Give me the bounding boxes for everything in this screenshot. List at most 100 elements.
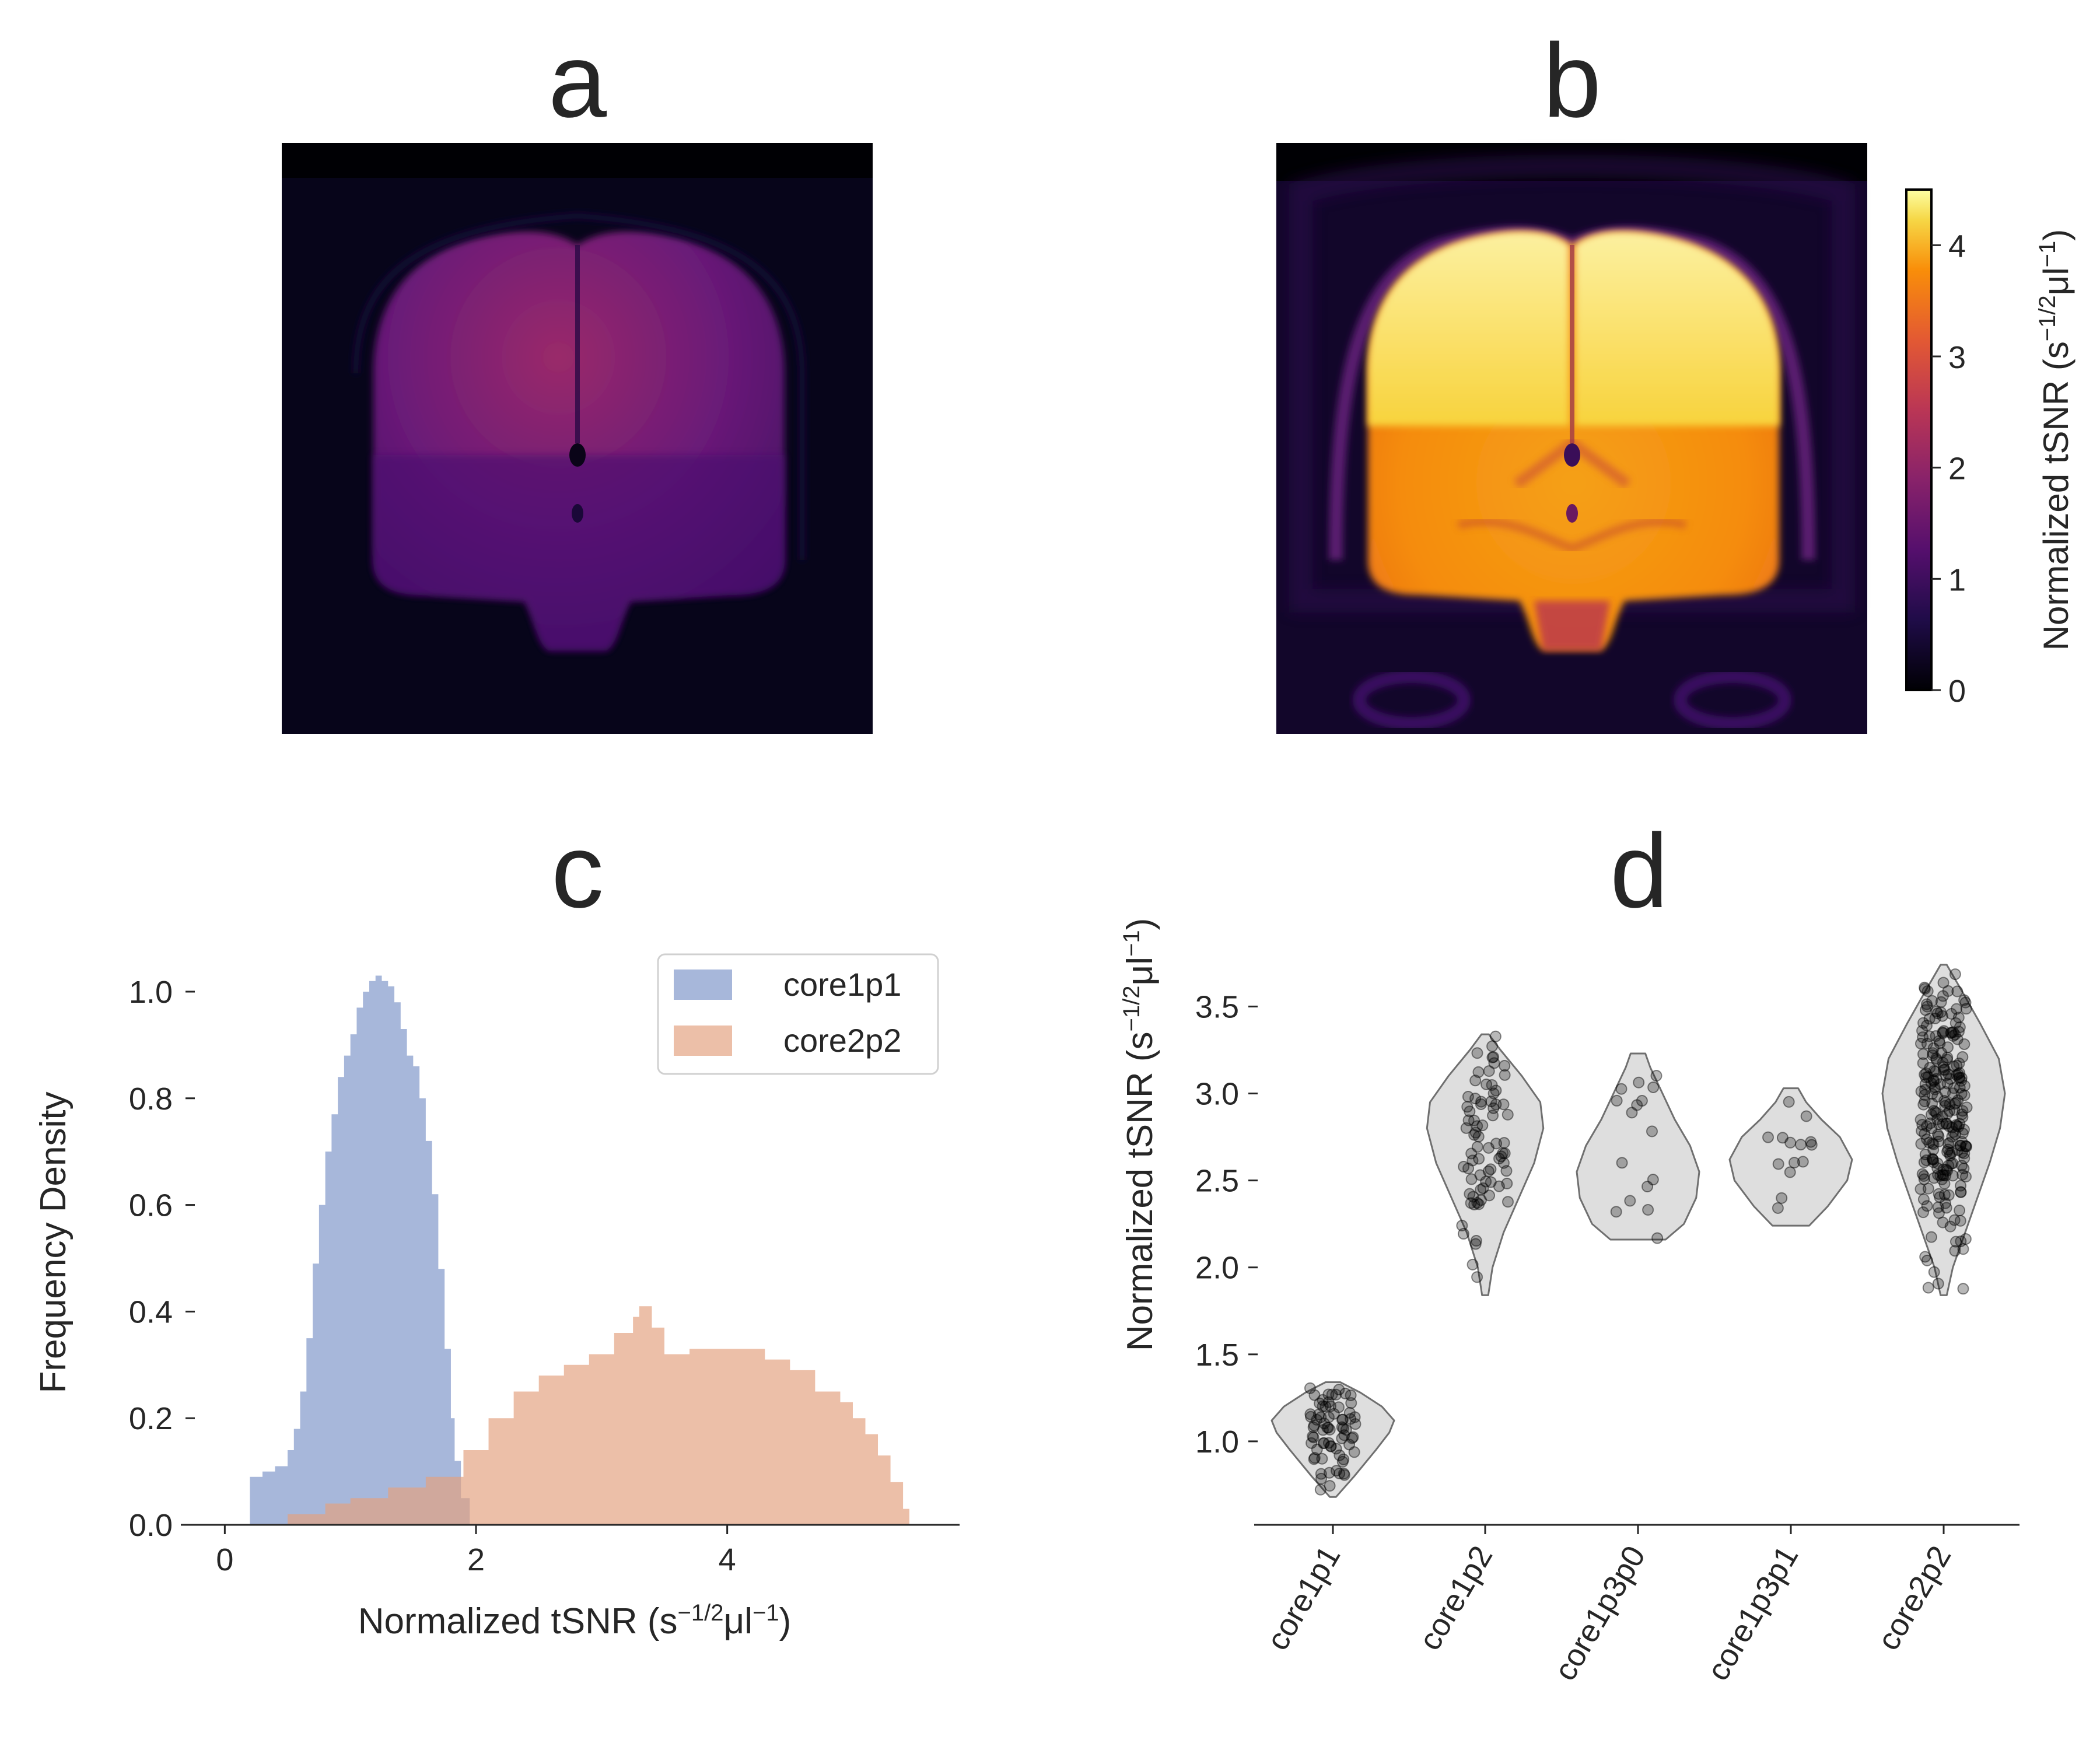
- strip-point-core1p2: [1462, 1114, 1475, 1126]
- strip-point-core1p3p0: [1642, 1181, 1654, 1193]
- strip-point-core1p1: [1346, 1432, 1358, 1444]
- strip-point-core1p2: [1464, 1105, 1476, 1118]
- strip-point-core2p2: [1947, 1026, 1959, 1038]
- strip-point-core2p2: [1951, 1120, 1963, 1132]
- strip-point-core2p2: [1948, 1082, 1960, 1094]
- strip-point-core2p2: [1936, 1046, 1948, 1059]
- strip-point-core2p2: [1922, 1282, 1934, 1294]
- strip-point-core2p2: [1934, 1078, 1947, 1090]
- strip-point-core2p2: [1915, 1183, 1927, 1195]
- strip-point-core1p2: [1475, 1194, 1487, 1206]
- d-x-tick-label: core1p3p1: [1700, 1540, 1805, 1686]
- strip-point-core1p2: [1490, 1138, 1503, 1150]
- strip-point-core1p1: [1347, 1431, 1359, 1443]
- colorbar-tick-label: 3: [1948, 340, 1966, 375]
- strip-point-core2p2: [1944, 1105, 1956, 1117]
- violins-group: [1270, 964, 2006, 1498]
- strip-point-core2p2: [1919, 1004, 1931, 1016]
- strip-point-core2p2: [1955, 1186, 1967, 1198]
- strip-point-core2p2: [1944, 1149, 1957, 1161]
- d-y-tick-label: 3.0: [1195, 1077, 1239, 1112]
- strip-point-core2p2: [1926, 1137, 1938, 1149]
- c-y-tick-label: 0.8: [129, 1082, 173, 1116]
- strip-point-core1p1: [1325, 1440, 1337, 1452]
- strip-point-core1p1: [1318, 1437, 1330, 1449]
- strip-point-core2p2: [1927, 1154, 1939, 1166]
- strip-point-core2p2: [1931, 1157, 1944, 1170]
- strip-point-core2p2: [1933, 1135, 1945, 1147]
- strip-point-core2p2: [1932, 1128, 1944, 1140]
- strip-point-core1p2: [1462, 1091, 1474, 1103]
- strip-point-core2p2: [1939, 1100, 1951, 1112]
- violin-core2p2: [1881, 964, 2006, 1296]
- strip-point-core2p2: [1958, 1163, 1970, 1175]
- strip-point-core1p2: [1482, 1142, 1494, 1154]
- strip-point-core1p2: [1475, 1096, 1488, 1108]
- strip-point-core2p2: [1938, 1063, 1951, 1076]
- strip-point-core2p2: [1952, 1144, 1964, 1156]
- d-x-tick-label: core1p3p0: [1548, 1540, 1653, 1686]
- strip-point-core2p2: [1932, 1201, 1944, 1213]
- strip-point-core2p2: [1915, 1037, 1927, 1049]
- strip-point-core2p2: [1923, 1030, 1936, 1042]
- histogram-chart-c: 0 2 4 0.0 0.2 0.4 0.6 0.8 1.0 Normalized tSNR (…: [33, 953, 960, 1642]
- strip-point-core2p2: [1917, 1048, 1929, 1060]
- brain-image-a: [282, 143, 873, 734]
- strip-point-core2p2: [1925, 1108, 1937, 1121]
- d-y-tick-label: 3.5: [1195, 989, 1239, 1024]
- strip-point-core1p3p0: [1615, 1083, 1628, 1095]
- strip-point-core2p2: [1917, 1017, 1930, 1029]
- strip-point-core1p2: [1476, 1119, 1489, 1132]
- d-y-tick-label: 2.0: [1195, 1251, 1239, 1286]
- strip-point-core1p1: [1339, 1387, 1352, 1399]
- strip-point-core2p2: [1956, 1160, 1968, 1172]
- strip-point-core2p2: [1934, 1191, 1946, 1203]
- strip-point-core2p2: [1926, 995, 1938, 1007]
- strip-point-core2p2: [1924, 1117, 1937, 1129]
- strip-point-core2p2: [1917, 1057, 1929, 1069]
- strip-point-core1p2: [1468, 1129, 1480, 1141]
- strip-point-core2p2: [1938, 1095, 1951, 1107]
- strip-point-core2p2: [1916, 1168, 1929, 1180]
- strip-point-core2p2: [1941, 1054, 1953, 1066]
- strip-point-core2p2: [1928, 1075, 1940, 1087]
- colorbar: 0 1 2 3 4 Normalized tSNR (s−1/2μl−1): [1905, 188, 2076, 709]
- strip-point-core2p2: [1930, 1030, 1942, 1042]
- strip-point-core2p2: [1917, 1206, 1929, 1219]
- strip-point-core2p2: [1945, 1146, 1958, 1158]
- strip-point-core1p3p1: [1762, 1131, 1774, 1143]
- strip-point-core2p2: [1948, 1104, 1961, 1116]
- strip-point-core2p2: [1949, 968, 1961, 981]
- strip-point-core2p2: [1949, 1028, 1961, 1041]
- strip-point-core1p1: [1343, 1438, 1356, 1451]
- strip-point-core1p2: [1468, 1114, 1480, 1126]
- strip-point-core2p2: [1933, 1035, 1945, 1047]
- strip-point-core1p1: [1325, 1400, 1337, 1412]
- strip-point-core1p1: [1332, 1401, 1345, 1413]
- legend-label-core2p2: core2p2: [783, 1022, 901, 1059]
- strip-point-core2p2: [1937, 1169, 1950, 1181]
- strip-point-core1p1: [1348, 1446, 1360, 1458]
- strip-point-core2p2: [1926, 1122, 1938, 1135]
- strip-point-core1p2: [1462, 1162, 1475, 1174]
- strip-point-core2p2: [1930, 1107, 1943, 1119]
- strip-point-core1p3p0: [1647, 1081, 1660, 1093]
- strip-point-core1p3p1: [1794, 1139, 1807, 1151]
- strip-point-core1p1: [1307, 1421, 1320, 1433]
- strip-point-core1p1: [1318, 1418, 1331, 1430]
- strip-point-core2p2: [1921, 1020, 1933, 1032]
- strip-point-core2p2: [1920, 1072, 1932, 1084]
- strip-point-core1p3p1: [1772, 1202, 1784, 1214]
- d-y-axis-label: Normalized tSNR (s−1/2μl−1): [1119, 918, 1160, 1352]
- strip-point-core2p2: [1931, 1113, 1944, 1125]
- strip-point-core2p2: [1961, 1101, 1973, 1114]
- strip-point-core1p2: [1465, 1173, 1478, 1185]
- strip-point-core2p2: [1955, 1235, 1967, 1247]
- strip-point-core2p2: [1947, 1170, 1959, 1182]
- strip-point-core1p2: [1466, 1258, 1479, 1270]
- strip-point-core1p2: [1458, 1161, 1470, 1173]
- strip-point-core1p2: [1467, 1191, 1479, 1203]
- strip-point-core2p2: [1945, 1027, 1957, 1039]
- strip-point-core2p2: [1928, 1266, 1940, 1278]
- strip-point-core1p1: [1311, 1443, 1323, 1455]
